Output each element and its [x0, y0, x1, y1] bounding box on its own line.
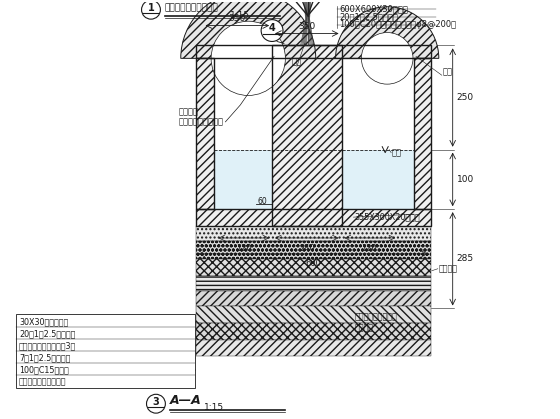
Text: 285: 285: [456, 254, 474, 263]
Text: 1:15: 1:15: [204, 403, 223, 412]
Text: 240: 240: [299, 244, 315, 253]
Text: A—A: A—A: [170, 394, 202, 407]
Bar: [414, 58, 431, 209]
Bar: [272, 45, 342, 226]
Wedge shape: [181, 0, 316, 58]
Bar: [414, 58, 431, 209]
Text: 60: 60: [258, 197, 267, 206]
Text: 600X600X30黄锈石: 600X600X30黄锈石: [339, 4, 408, 13]
Text: 20厚1：2.5水泥砂浆: 20厚1：2.5水泥砂浆: [339, 12, 398, 21]
Bar: [195, 226, 431, 241]
Text: 20厚1：2.5水泥砂浆: 20厚1：2.5水泥砂浆: [19, 330, 76, 339]
Text: 30X30瓷砖马赛克: 30X30瓷砖马赛克: [19, 318, 68, 327]
Text: 7厚1：2.5水泥砂浆: 7厚1：2.5水泥砂浆: [19, 354, 71, 362]
Text: 结构板面: 结构板面: [354, 324, 374, 333]
Text: 3: 3: [152, 397, 159, 407]
Text: 聚氨脂防水涂料刷两遍3层: 聚氨脂防水涂料刷两遍3层: [19, 341, 76, 351]
Text: 120: 120: [236, 244, 252, 253]
Text: 100厚C15混凝土: 100厚C15混凝土: [19, 365, 69, 375]
Bar: [195, 45, 431, 58]
Bar: [195, 290, 431, 306]
Bar: [195, 340, 431, 356]
Text: 膨胀珍珠岩泡沫混凝土: 膨胀珍珠岩泡沫混凝土: [19, 378, 67, 386]
Bar: [195, 259, 431, 276]
Wedge shape: [335, 7, 439, 58]
Bar: [195, 209, 431, 226]
Bar: [342, 150, 414, 209]
Bar: [195, 58, 213, 209]
Bar: [195, 45, 431, 58]
Bar: [195, 276, 431, 290]
Text: 1: 1: [148, 3, 155, 13]
Text: 4: 4: [269, 23, 276, 33]
Bar: [195, 209, 431, 226]
Text: 100厚C20混凝土板（配双向φ8@200）: 100厚C20混凝土板（配双向φ8@200）: [339, 20, 456, 29]
Text: 120: 120: [361, 244, 377, 253]
Text: 355X300X20黄锈石: 355X300X20黄锈石: [354, 212, 420, 222]
Text: 1:15: 1:15: [230, 11, 250, 20]
Bar: [195, 241, 431, 259]
Text: 350: 350: [298, 21, 315, 31]
Text: 喷水: 喷水: [443, 68, 453, 77]
Circle shape: [211, 21, 286, 96]
Text: 海螺造型喷泉施工大样: 海螺造型喷泉施工大样: [165, 3, 218, 12]
Text: 600: 600: [305, 259, 321, 268]
Text: 100: 100: [456, 175, 474, 184]
Circle shape: [361, 33, 413, 84]
Bar: [195, 306, 431, 323]
Text: 源泉: 源泉: [292, 58, 302, 67]
Bar: [213, 150, 272, 209]
Text: 黄锈石石雕（成品）: 黄锈石石雕（成品）: [179, 117, 224, 127]
Bar: [16, 314, 195, 388]
Bar: [195, 323, 431, 340]
Circle shape: [147, 394, 165, 413]
Text: 喷水海螺: 喷水海螺: [179, 107, 199, 116]
Bar: [272, 45, 342, 226]
Text: 预埋水管: 预埋水管: [439, 264, 458, 273]
Circle shape: [261, 20, 283, 41]
Bar: [195, 58, 213, 209]
Text: 防水层做法见建筑图: 防水层做法见建筑图: [354, 312, 397, 321]
Circle shape: [142, 0, 160, 19]
Text: 水面: 水面: [391, 148, 401, 157]
Text: 250: 250: [456, 93, 474, 102]
Text: 350: 350: [228, 13, 246, 23]
